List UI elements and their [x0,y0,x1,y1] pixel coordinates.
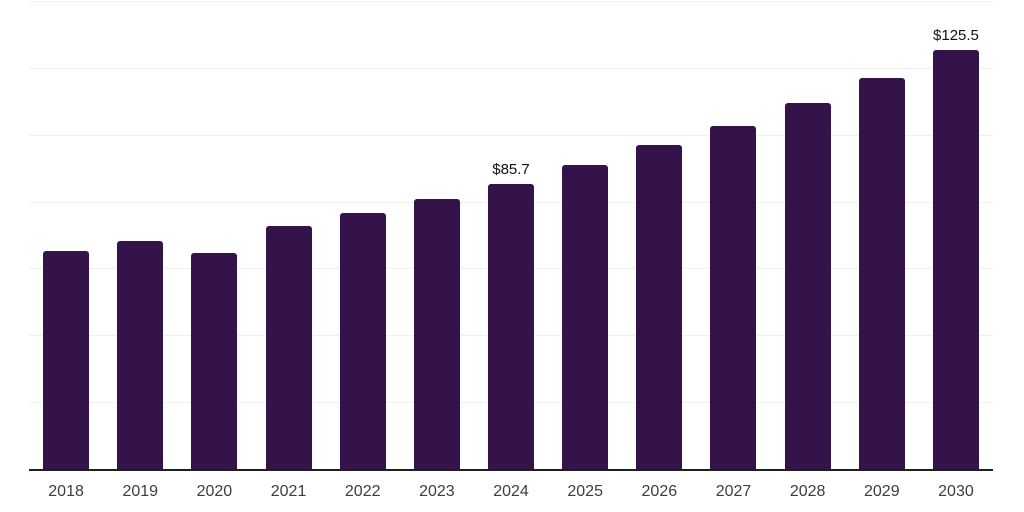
bar-2019 [117,241,164,470]
gridline-100 [29,134,993,136]
x-tick-2020: 2020 [196,483,233,500]
bar-slot-2025 [548,2,622,470]
x-tick-2029: 2029 [864,483,900,500]
bar-2021 [265,225,312,470]
bar-slot-2021 [251,2,325,470]
bar-slot-2029 [845,2,919,470]
bar-2027 [710,125,757,470]
plot-area: $85.7 $125.5 [29,1,993,470]
bar-slot-2018 [29,2,103,470]
x-tick-2022: 2022 [344,483,381,500]
bar-2020 [191,252,238,470]
x-tick-2027: 2027 [715,483,752,500]
x-tick-2030: 2030 [938,483,974,500]
bar-slot-2022 [326,2,400,470]
value-label-2030: $125.5 [933,27,979,45]
bar-slot-2023 [400,2,474,470]
bar-2026 [636,145,683,470]
bar-2022 [339,212,386,470]
bar-slot-2028 [771,2,845,470]
gridline-140 [29,1,993,2]
bar-slot-2026 [622,2,696,470]
bar-slot-2019 [103,2,177,470]
bar-2029 [858,77,905,470]
x-axis-line [29,469,993,471]
bar-2024 [488,183,535,470]
bar-2028 [784,102,831,470]
x-tick-2021: 2021 [270,483,307,500]
bar-slot-2024: $85.7 [474,2,548,470]
x-tick-2028: 2028 [789,483,826,500]
bars-row: $85.7 $125.5 [29,2,993,470]
x-tick-2026: 2026 [641,483,678,500]
gridline-120 [29,67,993,69]
x-tick-2018: 2018 [48,483,84,500]
x-tick-2023: 2023 [419,483,455,500]
bar-slot-2020 [177,2,251,470]
bar-slot-2030: $125.5 [919,2,993,470]
x-axis-labels: 2018 2019 2020 2021 2022 2023 2024 2025 2026 2027… [29,482,993,502]
bar-slot-2027 [696,2,770,470]
bar-2030 [932,50,979,470]
bar-2018 [43,251,90,470]
x-tick-2025: 2025 [567,483,603,500]
bar-2025 [562,164,609,470]
bar-2023 [413,199,460,470]
x-tick-2024: 2024 [493,483,529,500]
x-tick-2019: 2019 [122,483,159,500]
value-label-2024: $85.7 [492,160,530,178]
